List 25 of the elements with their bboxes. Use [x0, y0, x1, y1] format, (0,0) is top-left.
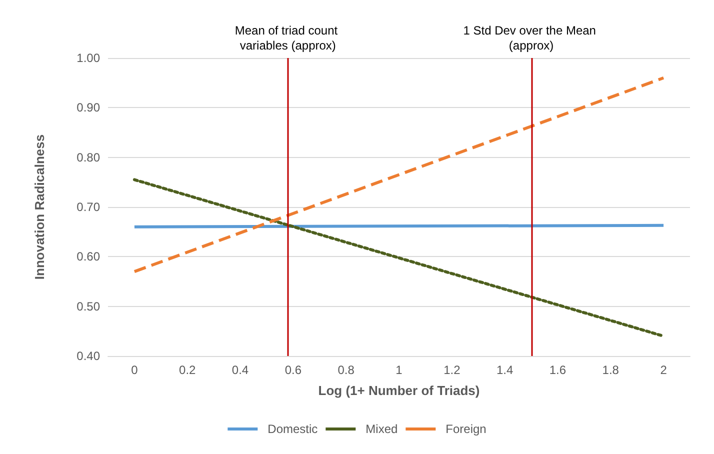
x-tick-label: 0.8 — [338, 363, 355, 377]
x-tick-label: 0.6 — [284, 363, 302, 377]
x-axis-title: Log (1+ Number of Triads) — [318, 383, 480, 398]
y-tick-label: 0.80 — [76, 150, 100, 164]
x-tick-label: 0 — [131, 363, 138, 377]
x-tick-label: 1.2 — [444, 363, 461, 377]
ref-line-label: 1 Std Dev over the Mean (approx) — [463, 24, 600, 52]
x-tick-label: 1.6 — [549, 363, 566, 377]
x-tick-label: 2 — [660, 363, 668, 377]
y-tick-label: 0.40 — [76, 349, 100, 363]
x-tick-label: 1.4 — [496, 363, 514, 377]
legend-label: Mixed — [366, 422, 398, 436]
legend-label: Domestic — [268, 422, 318, 436]
y-tick-label: 0.50 — [76, 299, 100, 314]
y-axis-title: Innovation Radicalness — [32, 134, 47, 280]
x-tick-label: 0.4 — [232, 363, 249, 377]
y-tick-label: 0.60 — [76, 250, 100, 264]
y-tick-label: 0.90 — [76, 100, 100, 115]
ref-line-label: Mean of triad count variables (approx) — [234, 24, 341, 52]
legend-label: Foreign — [446, 422, 486, 436]
y-tick-label: 1.00 — [76, 51, 100, 65]
x-tick-label: 1.8 — [602, 363, 620, 377]
y-tick-label: 0.70 — [76, 200, 100, 214]
x-tick-label: 0.2 — [179, 363, 196, 377]
x-tick-label: 1 — [396, 363, 403, 377]
